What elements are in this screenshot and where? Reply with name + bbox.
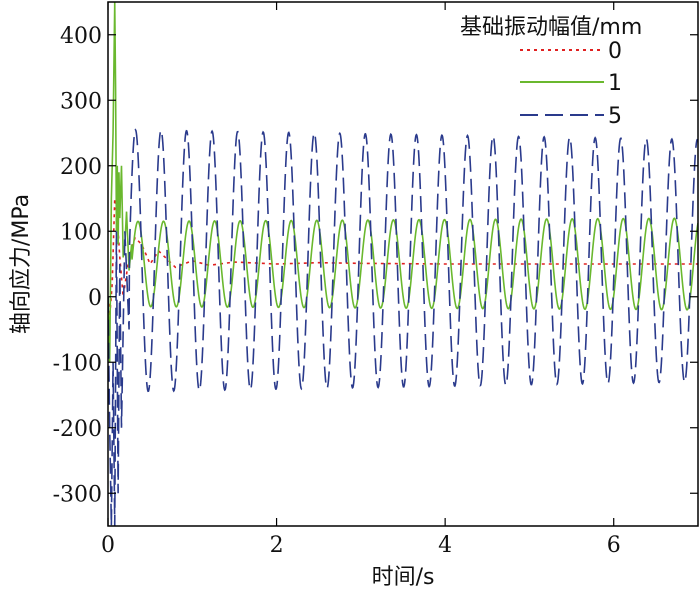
y-tick-label-3: 0 xyxy=(88,286,102,311)
series-line-5 xyxy=(108,128,698,526)
y-tick-label-1: -200 xyxy=(53,417,102,442)
series-layer xyxy=(108,2,698,526)
ticks-layer xyxy=(107,2,698,526)
y-tick-label-0: -300 xyxy=(53,482,102,507)
legend-label-2: 5 xyxy=(608,104,622,129)
legend-title: 基础振动幅值/mm xyxy=(460,15,642,40)
plot-frame xyxy=(107,1,699,527)
x-axis-title: 时间/s xyxy=(372,565,435,590)
series-line-1 xyxy=(108,2,698,363)
x-tick-label-1: 2 xyxy=(270,533,284,558)
y-tick-label-7: 400 xyxy=(60,24,102,49)
y-tick-label-4: 100 xyxy=(60,220,102,245)
y-tick-label-5: 200 xyxy=(60,155,102,180)
tick-labels-layer: 0 2 4 6 -300 -200 -100 0 100 200 300 400 xyxy=(53,24,621,558)
legend-label-1: 1 xyxy=(608,71,622,96)
y-tick-label-2: -100 xyxy=(53,351,102,376)
legend-label-0: 0 xyxy=(608,39,622,64)
x-tick-label-2: 4 xyxy=(438,533,452,558)
x-tick-label-3: 6 xyxy=(607,533,621,558)
y-tick-label-6: 300 xyxy=(60,89,102,114)
legend: 基础振动幅值/mm 0 1 5 xyxy=(460,15,642,129)
y-axis-title: 轴向应力/MPa xyxy=(9,194,34,334)
x-tick-label-0: 0 xyxy=(101,533,115,558)
